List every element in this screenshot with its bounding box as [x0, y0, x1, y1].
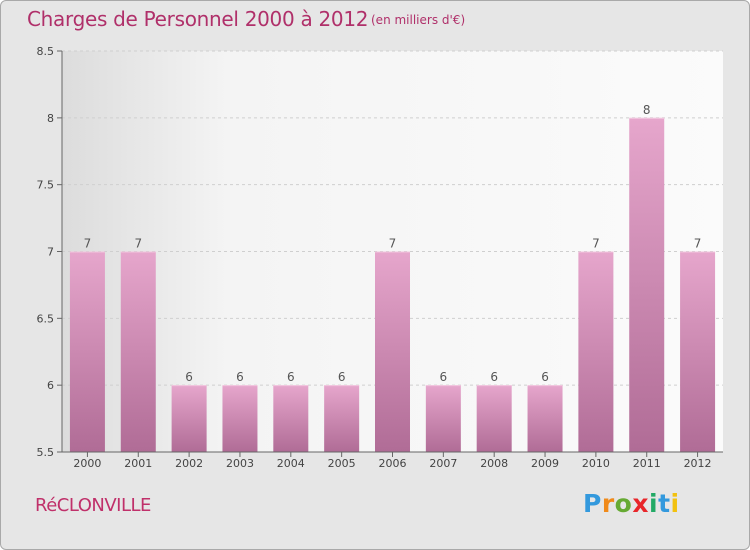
x-tick-label: 2012: [684, 457, 712, 470]
proxiti-logo[interactable]: Proxiti: [583, 489, 680, 518]
bar-2005: [324, 385, 360, 452]
brand-letter: o: [614, 489, 633, 518]
bar-2001: [120, 251, 156, 452]
axes: 5.5 6 6.5 7 7.5 8 8.5 2000 2001 2002 2003 2004 2005 2…: [37, 45, 723, 470]
bar-2007: [425, 385, 461, 452]
x-tick-label: 2010: [582, 457, 610, 470]
commune-name: RéCLONVILLE: [35, 495, 151, 516]
brand-letter: i: [670, 489, 680, 518]
y-tick-label: 6.5: [37, 312, 55, 325]
y-tick-label: 5.5: [37, 446, 55, 459]
bar-2009: [527, 385, 563, 452]
value-label: 6: [541, 370, 549, 384]
x-tick-label: 2006: [379, 457, 407, 470]
x-tick-label: 2008: [480, 457, 508, 470]
x-tick-label: 2000: [73, 457, 101, 470]
value-label: 6: [490, 370, 498, 384]
y-tick-label: 7: [47, 246, 54, 259]
value-label: 6: [236, 370, 244, 384]
x-tick-label: 2002: [175, 457, 203, 470]
value-label: 6: [338, 370, 346, 384]
value-label: 6: [185, 370, 193, 384]
brand-letter: i: [649, 489, 659, 518]
bar-2010: [578, 251, 614, 452]
bar-2011: [629, 117, 665, 452]
x-tick-label: 2001: [124, 457, 152, 470]
value-label: 7: [694, 237, 702, 251]
bar-2000: [69, 251, 105, 452]
brand-letter: x: [632, 489, 649, 518]
y-tick-label: 8: [47, 112, 54, 125]
chart-subtitle: (en milliers d'€): [371, 13, 466, 27]
bar-2006: [375, 251, 410, 452]
bar-2008: [476, 385, 512, 452]
brand-letter: P: [583, 489, 602, 518]
brand-letter: r: [601, 489, 615, 518]
x-tick-label: 2004: [277, 457, 305, 470]
brand-letter: t: [658, 489, 671, 518]
x-tick-label: 2011: [633, 457, 661, 470]
y-tick-label: 8.5: [37, 45, 55, 58]
bars: 7 7 6 6 6 6 7 6 6 6 7 8 7: [69, 103, 716, 452]
value-label: 7: [592, 237, 600, 251]
x-tick-label: 2007: [429, 457, 457, 470]
y-tick-label: 7.5: [37, 179, 55, 192]
value-label: 7: [84, 237, 92, 251]
value-label: 8: [643, 103, 651, 117]
value-label: 6: [440, 370, 448, 384]
x-tick-label: 2005: [328, 457, 356, 470]
x-tick-label: 2009: [531, 457, 559, 470]
bar-2012: [680, 251, 716, 452]
value-label: 7: [389, 237, 397, 251]
x-tick-label: 2003: [226, 457, 254, 470]
value-label: 6: [287, 370, 295, 384]
bar-2003: [222, 385, 258, 452]
chart-title: Charges de Personnel 2000 à 2012: [27, 7, 369, 31]
value-label: 7: [134, 237, 142, 251]
bar-2002: [171, 385, 207, 452]
y-tick-label: 6: [47, 379, 54, 392]
bar-2004: [273, 385, 309, 452]
